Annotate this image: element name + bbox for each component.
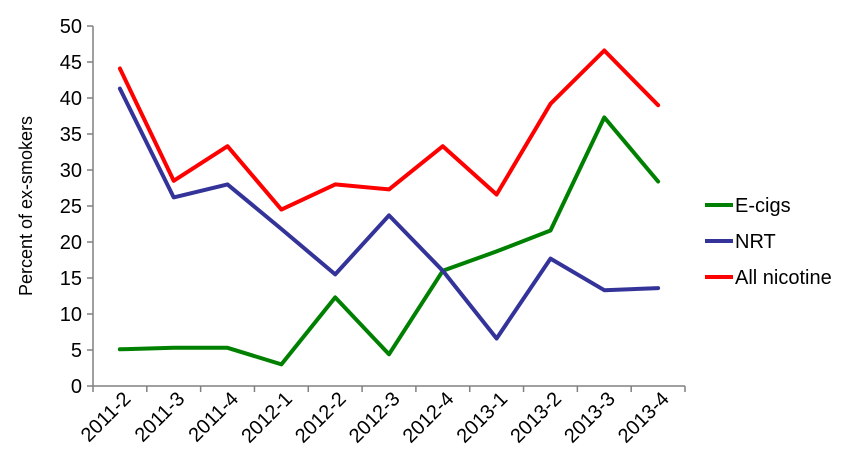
y-tick-label: 0 <box>71 376 82 398</box>
y-tick-label: 25 <box>60 196 82 218</box>
legend-label-e-cigs: E-cigs <box>735 195 791 217</box>
x-tick-label: 2012-2 <box>291 388 351 448</box>
x-tick-label: 2011-3 <box>131 388 190 447</box>
x-tick-label: 2013-3 <box>560 388 620 448</box>
x-tick-label: 2011-4 <box>185 388 244 447</box>
y-axis-ticks: 0 5 10 15 20 25 30 35 40 45 50 <box>60 16 93 398</box>
y-tick-label: 40 <box>60 88 82 110</box>
x-tick-label: 2012-1 <box>237 388 297 448</box>
x-tick-label: 2012-4 <box>399 388 459 448</box>
y-tick-label: 15 <box>60 268 82 290</box>
x-tick-label: 2012-3 <box>345 388 405 448</box>
series-line-nrt <box>117 86 661 341</box>
x-tick-label: 2013-2 <box>506 388 566 448</box>
x-axis-ticks: 2011-22011-32011-42012-12012-22012-32012… <box>77 386 686 448</box>
series-lines <box>117 48 661 367</box>
legend: E-cigs NRT All nicotine <box>705 195 832 289</box>
legend-label-nrt: NRT <box>735 231 776 253</box>
x-tick-label: 2013-4 <box>614 388 674 448</box>
x-tick-label: 2011-2 <box>77 388 136 447</box>
y-tick-label: 50 <box>60 16 82 38</box>
y-tick-label: 30 <box>60 160 82 182</box>
series-line-e-cigs <box>117 115 661 367</box>
y-tick-label: 35 <box>60 124 82 146</box>
legend-label-all-nicotine: All nicotine <box>735 267 832 289</box>
x-tick-label: 2013-1 <box>453 388 513 448</box>
y-tick-label: 10 <box>60 304 82 326</box>
y-axis-title: Percent of ex-smokers <box>16 116 36 296</box>
series-line-all-nicotine <box>117 48 661 212</box>
y-tick-label: 45 <box>60 52 82 74</box>
y-tick-label: 5 <box>71 340 82 362</box>
y-tick-label: 20 <box>60 232 82 254</box>
